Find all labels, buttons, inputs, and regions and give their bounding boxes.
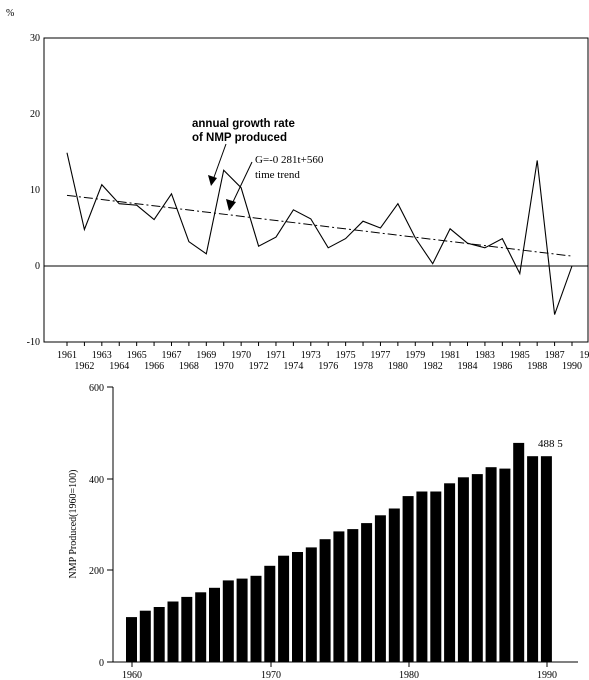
nmp-bar-chart: 600 400 200 0 NMP Produced(1960=100) 196… — [68, 383, 578, 680]
bar — [374, 515, 386, 662]
x-tick-label: 1971 — [266, 350, 286, 361]
bar — [126, 617, 137, 662]
bar — [485, 467, 497, 662]
bar — [333, 531, 345, 662]
bar — [167, 601, 179, 662]
bar — [209, 587, 220, 663]
x-tick-label: 1974 — [283, 361, 303, 372]
bar — [527, 456, 539, 662]
bar — [181, 596, 193, 662]
bar — [499, 468, 511, 662]
bar — [139, 610, 151, 662]
x-tick-label: 1962 — [74, 361, 94, 372]
x-tick-label: 1980 — [388, 361, 408, 372]
bar — [388, 508, 400, 662]
bar — [430, 491, 442, 662]
y-tick-label: 30 — [30, 33, 40, 44]
x-tick-label: 1975 — [336, 350, 356, 361]
x-tick-label: 1970 — [231, 350, 251, 361]
bar — [195, 592, 207, 662]
trend-arrow — [226, 161, 253, 211]
x-tick-label: 1987 — [545, 350, 565, 361]
bar — [457, 477, 469, 662]
x-tick-label: 1965 — [127, 350, 147, 361]
y-axis-ticks: 30 20 10 0 -10 — [27, 33, 40, 348]
y-tick-label: 200 — [89, 566, 104, 577]
x-tick-label: 1990 — [537, 670, 557, 680]
y-tick-label: -10 — [27, 337, 40, 348]
x-tick-label: 1984 — [458, 361, 478, 372]
bar — [471, 474, 483, 662]
y-axis-label: NMP Produced(1960=100) — [68, 470, 79, 579]
x-axis-labels: 1961 1963 1965 1967 1969 1970 1971 1973 1975 1977… — [57, 350, 589, 372]
x-tick-label: 1973 — [301, 350, 321, 361]
annotation-trend-label: time trend — [255, 169, 300, 181]
bar — [319, 539, 331, 662]
annotation-trend-equation: G=-0 281t+560 — [255, 154, 324, 166]
y-tick-label: 600 — [89, 383, 104, 394]
growth-rate-line — [66, 152, 573, 315]
x-tick-label: 1976 — [318, 361, 338, 372]
x-tick-label: 1961 — [57, 350, 77, 361]
x-tick-label: 1983 — [475, 350, 495, 361]
bar — [347, 529, 359, 662]
bar — [416, 491, 428, 662]
x-tick-label: 1985 — [510, 350, 530, 361]
bar — [402, 496, 414, 662]
bars — [126, 442, 552, 663]
y-tick-label: 10 — [30, 185, 40, 196]
bar — [444, 483, 456, 663]
bar — [278, 555, 290, 662]
growth-rate-chart: % 30 20 10 0 -10 1961 1963 1965 1967 1969 197… — [6, 8, 589, 372]
y-tick-label: 20 — [30, 109, 40, 120]
x-tick-label: 1963 — [92, 350, 112, 361]
x-tick-label: 1982 — [423, 361, 443, 372]
x-tick-label: 1978 — [353, 361, 373, 372]
x-axis-ticks — [66, 342, 573, 346]
bar — [292, 552, 303, 662]
plot-frame — [43, 37, 589, 343]
x-tick-label: 1981 — [440, 350, 460, 361]
x-tick-label: 1968 — [179, 361, 199, 372]
x-tick-label: 1977 — [370, 350, 390, 361]
y-tick-label: 400 — [89, 475, 104, 486]
y-tick-label: 0 — [99, 658, 104, 669]
x-tick-label: 1967 — [162, 350, 182, 361]
bar — [153, 607, 165, 662]
bar — [236, 578, 248, 662]
bar — [513, 442, 525, 662]
trend-line — [66, 194, 573, 257]
x-axis-ticks: 1960 1970 1980 1990 — [122, 662, 557, 680]
bar — [361, 523, 373, 662]
x-tick-label: 1980 — [399, 670, 419, 680]
unit-label: % — [6, 8, 14, 19]
x-tick-label: 1964 — [109, 361, 129, 372]
bar — [250, 575, 262, 662]
x-tick-label: 1970 — [261, 670, 281, 680]
x-tick-label: 1972 — [249, 361, 269, 372]
x-tick-label: 1990 — [562, 361, 582, 372]
annotation-growth-line1: annual growth rate — [192, 118, 295, 130]
bar — [540, 456, 552, 662]
bar-annotation: 488 5 — [538, 438, 563, 450]
y-axis-ticks: 600 400 200 0 — [89, 383, 113, 669]
bar — [264, 565, 276, 663]
x-tick-label: 1989 — [579, 350, 589, 361]
x-tick-label: 1966 — [144, 361, 164, 372]
x-tick-label: 1970 — [214, 361, 234, 372]
x-tick-label: 1969 — [196, 350, 216, 361]
x-tick-label: 1960 — [122, 670, 142, 680]
annotation-growth-line2: of NMP produced — [192, 132, 287, 144]
y-tick-label: 0 — [35, 261, 40, 272]
x-tick-label: 1988 — [527, 361, 547, 372]
x-tick-label: 1979 — [405, 350, 425, 361]
growth-arrow — [208, 143, 227, 186]
x-tick-label: 1986 — [492, 361, 512, 372]
bar — [305, 547, 317, 662]
annotations: annual growth rate of NMP produced G=-0 … — [192, 118, 324, 211]
bar — [222, 580, 234, 662]
